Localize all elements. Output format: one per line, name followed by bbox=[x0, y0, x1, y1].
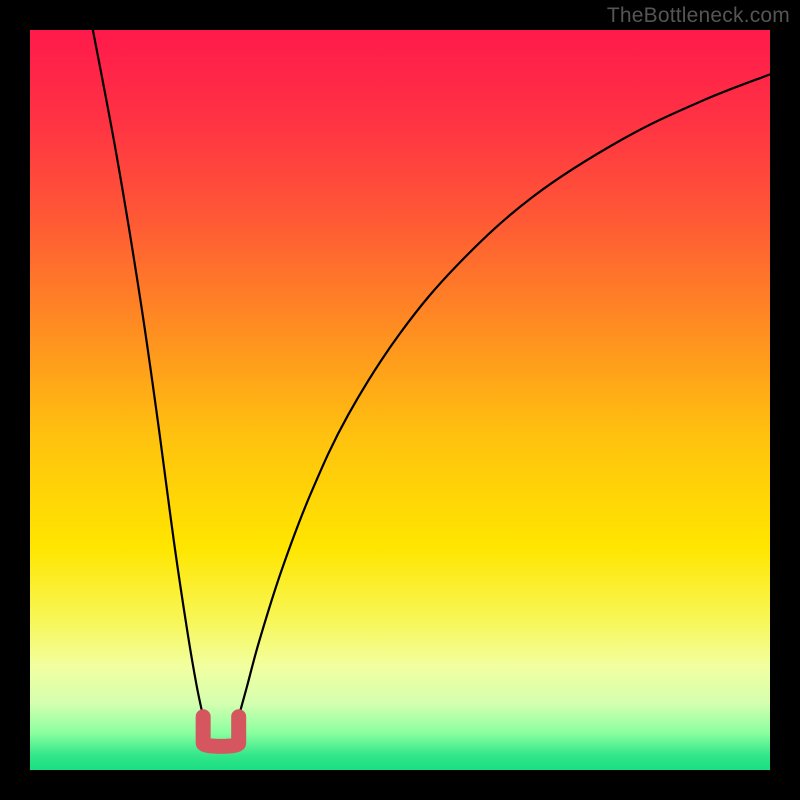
bottleneck-chart-svg bbox=[0, 0, 800, 800]
watermark-label: TheBottleneck.com bbox=[607, 4, 790, 28]
plot-background-gradient bbox=[30, 30, 770, 770]
chart-stage: TheBottleneck.com bbox=[0, 0, 800, 800]
